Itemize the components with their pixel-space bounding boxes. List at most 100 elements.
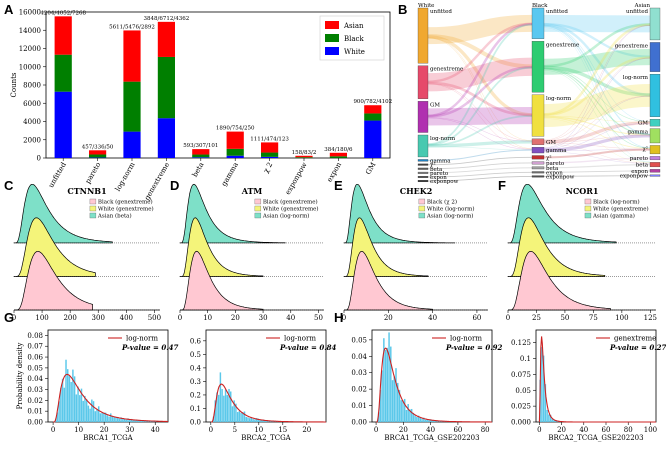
sankey-flow (544, 23, 650, 24)
histogram-bar (69, 376, 70, 422)
histogram-bar (84, 396, 85, 422)
sankey-node-label: GM (638, 120, 648, 126)
x-tick-label: 30 (125, 426, 134, 434)
bar-data-label: 3848/6712/4362 (144, 16, 190, 22)
histogram-bar (126, 420, 127, 422)
sankey-node-label: genextreme (546, 42, 579, 48)
bar-white (192, 157, 209, 158)
bar-black (123, 82, 140, 132)
x-tick-label: 60 (472, 314, 481, 322)
sankey-node (418, 172, 428, 174)
x-tick-label: χ 2 (262, 161, 274, 174)
y-tick-label: 0.05 (27, 364, 43, 372)
panel-label-e: E (334, 178, 343, 193)
bar-black (227, 149, 244, 156)
histogram-bar (225, 390, 226, 422)
bar-black (295, 157, 312, 158)
bar-asian (364, 105, 381, 113)
histogram-bar (402, 400, 403, 422)
y-tick-label: 0.000 (511, 419, 531, 427)
histogram-bar (77, 387, 78, 422)
histogram-bar (392, 380, 393, 422)
legend-swatch (90, 213, 96, 218)
x-tick-label: 20 (302, 426, 311, 434)
y-tick-label: 0.00 (351, 419, 367, 427)
y-tick-label: 0.03 (27, 386, 43, 394)
sankey-node-label: GM (546, 140, 556, 146)
bar-asian (158, 22, 175, 57)
sankey-node-label: genextreme (430, 67, 463, 73)
histogram-bar (70, 382, 71, 422)
legend-entry: log-norm (450, 335, 482, 343)
p-value-annotation: P-value = 0.27 (609, 343, 666, 352)
histogram-bar (72, 370, 73, 422)
sankey-column-title: Black (532, 3, 548, 9)
histogram-bar (244, 411, 245, 422)
histogram-bar (247, 417, 248, 422)
chart-title: ATM (241, 186, 263, 196)
sankey-node (418, 66, 428, 99)
chart-title: CTNNB1 (67, 186, 106, 196)
p-value-annotation: P-value = 0.92 (445, 343, 503, 352)
panel-label-d: D (170, 178, 179, 193)
sankey-node-label: unfitted (430, 9, 452, 15)
histogram-bar (82, 401, 83, 422)
legend-entry: Asian (gamma) (592, 213, 635, 220)
x-tick-label: 30 (259, 314, 268, 322)
histogram-bar (246, 417, 247, 422)
bar-asian (295, 156, 312, 157)
x-tick-label: 400 (120, 314, 133, 322)
histogram-bar (230, 391, 231, 422)
x-tick-label: 0 (342, 314, 346, 322)
histogram-bar (425, 420, 426, 422)
histogram-bar (420, 418, 421, 422)
x-tick-label: 0 (51, 426, 55, 434)
histogram-bar (110, 413, 111, 422)
ridge-density (180, 251, 263, 310)
y-tick-label: 0.4 (190, 364, 202, 372)
x-tick-label: 40 (151, 426, 160, 434)
y-tick-label: 8000 (23, 82, 41, 90)
sankey-node-label: exponpow (430, 179, 459, 185)
histogram-bar (406, 410, 407, 422)
y-tick-label: 0.01 (27, 408, 43, 416)
x-tick-label: 25 (532, 314, 541, 322)
legend-entry: White (genextreme) (263, 206, 319, 213)
legend-swatch (325, 47, 339, 55)
histogram-bar (88, 406, 89, 422)
x-tick-label: 0 (506, 314, 510, 322)
y-axis-label: Counts (10, 72, 18, 97)
histogram-bar (112, 416, 113, 422)
legend-swatch (90, 206, 96, 211)
sankey-node (532, 147, 544, 153)
chart-title: NCOR1 (566, 186, 599, 196)
histogram-bar (117, 418, 118, 422)
histogram-bar (98, 406, 99, 422)
histogram-bar (254, 419, 255, 422)
bar-black (330, 156, 347, 158)
y-tick-label: 0.03 (351, 369, 367, 377)
y-tick-label: 4000 (23, 118, 41, 126)
histogram-bar (390, 347, 391, 422)
sankey-node (532, 162, 544, 165)
sankey-node (418, 159, 428, 161)
bar-white (158, 118, 175, 158)
histogram-bar (416, 417, 417, 422)
y-tick-label: 0.02 (351, 386, 367, 394)
y-tick-label: 12000 (19, 45, 41, 53)
legend-entry: White (log-norm) (427, 206, 475, 213)
histogram-bar (388, 332, 389, 422)
bar-data-label: 1111/474/123 (250, 136, 289, 142)
sankey-node (532, 176, 544, 178)
x-tick-label: 20 (231, 314, 240, 322)
histogram-bar (113, 418, 114, 422)
x-tick-label: log-norm (114, 161, 137, 193)
legend-entry: Black (genextreme) (263, 199, 318, 206)
x-tick-label: 40 (428, 314, 437, 322)
